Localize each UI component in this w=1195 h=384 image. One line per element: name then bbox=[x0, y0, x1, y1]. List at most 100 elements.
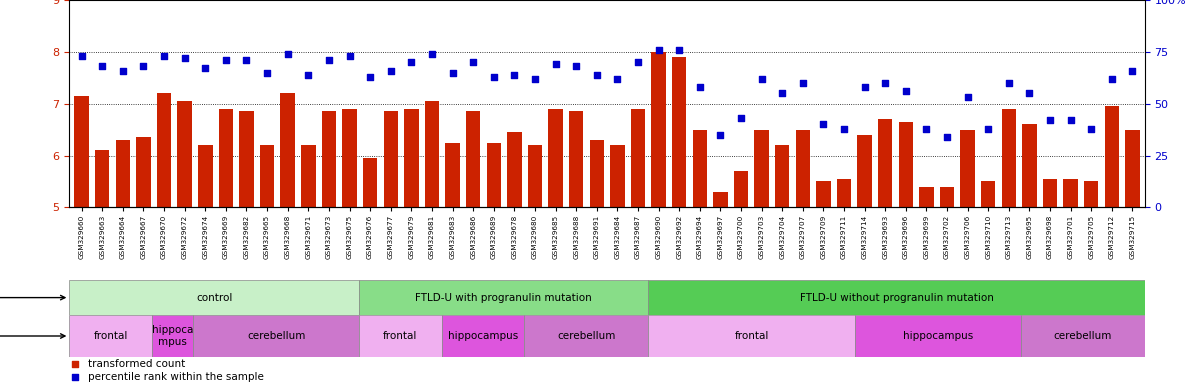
Bar bbox=[816, 182, 831, 207]
Text: transformed count: transformed count bbox=[88, 359, 185, 369]
Bar bbox=[152, 315, 194, 357]
Point bbox=[1019, 90, 1038, 96]
Bar bbox=[1021, 315, 1145, 357]
Bar bbox=[358, 315, 442, 357]
Bar bbox=[1043, 179, 1058, 207]
Point bbox=[339, 53, 358, 59]
Point bbox=[402, 59, 421, 65]
Bar bbox=[569, 111, 583, 207]
Bar bbox=[446, 142, 460, 207]
Bar bbox=[342, 109, 357, 207]
Bar bbox=[961, 130, 975, 207]
Text: tissue: tissue bbox=[0, 331, 65, 341]
Text: hippocampus: hippocampus bbox=[903, 331, 973, 341]
Point bbox=[917, 126, 936, 132]
Text: disease state: disease state bbox=[0, 293, 65, 303]
Point bbox=[216, 57, 235, 63]
Point bbox=[752, 76, 771, 82]
Bar bbox=[899, 122, 913, 207]
Point bbox=[546, 61, 565, 67]
Text: cerebellum: cerebellum bbox=[247, 331, 306, 341]
Point bbox=[711, 132, 730, 138]
Bar bbox=[734, 171, 748, 207]
Bar bbox=[466, 111, 480, 207]
Bar bbox=[525, 315, 649, 357]
Bar bbox=[1104, 106, 1119, 207]
Text: cerebellum: cerebellum bbox=[557, 331, 615, 341]
Point bbox=[176, 55, 195, 61]
Bar bbox=[672, 57, 686, 207]
Point bbox=[278, 51, 298, 57]
Bar bbox=[713, 192, 728, 207]
Bar bbox=[321, 111, 336, 207]
Bar bbox=[856, 315, 1021, 357]
Bar bbox=[281, 93, 295, 207]
Point bbox=[381, 68, 400, 74]
Point bbox=[731, 115, 750, 121]
Bar bbox=[649, 315, 856, 357]
Point bbox=[484, 74, 503, 80]
Point bbox=[504, 71, 523, 78]
Point bbox=[464, 59, 483, 65]
Bar bbox=[259, 145, 275, 207]
Point bbox=[319, 57, 338, 63]
Point bbox=[422, 51, 441, 57]
Bar bbox=[1001, 109, 1016, 207]
Point bbox=[876, 80, 895, 86]
Bar bbox=[939, 187, 955, 207]
Point bbox=[114, 68, 133, 74]
Bar bbox=[528, 145, 543, 207]
Point bbox=[793, 80, 813, 86]
Bar bbox=[1022, 124, 1036, 207]
Text: control: control bbox=[196, 293, 232, 303]
Bar bbox=[194, 315, 358, 357]
Bar bbox=[507, 132, 521, 207]
Point bbox=[587, 71, 606, 78]
Point bbox=[443, 70, 462, 76]
Bar bbox=[631, 109, 645, 207]
Point bbox=[196, 65, 215, 71]
Point bbox=[649, 47, 668, 53]
Bar bbox=[1084, 182, 1098, 207]
Bar bbox=[486, 142, 501, 207]
Bar bbox=[74, 96, 88, 207]
Bar bbox=[384, 111, 398, 207]
Bar bbox=[358, 280, 649, 315]
Bar bbox=[649, 280, 1145, 315]
Bar bbox=[981, 182, 995, 207]
Bar bbox=[239, 111, 253, 207]
Point bbox=[361, 74, 380, 80]
Bar bbox=[69, 280, 358, 315]
Point bbox=[608, 76, 627, 82]
Text: frontal: frontal bbox=[93, 331, 128, 341]
Point bbox=[65, 361, 84, 367]
Bar bbox=[549, 109, 563, 207]
Point bbox=[1123, 68, 1142, 74]
Bar bbox=[301, 145, 315, 207]
Point bbox=[958, 94, 978, 101]
Point bbox=[72, 53, 91, 59]
Point bbox=[669, 47, 688, 53]
Text: FTLD-U with progranulin mutation: FTLD-U with progranulin mutation bbox=[416, 293, 592, 303]
Bar bbox=[651, 52, 666, 207]
Bar bbox=[1126, 130, 1140, 207]
Bar bbox=[116, 140, 130, 207]
Bar bbox=[919, 187, 933, 207]
Point bbox=[1041, 117, 1060, 123]
Bar bbox=[1064, 179, 1078, 207]
Bar bbox=[754, 130, 768, 207]
Bar bbox=[404, 109, 418, 207]
Bar bbox=[178, 101, 192, 207]
Bar bbox=[589, 140, 603, 207]
Text: frontal: frontal bbox=[735, 331, 770, 341]
Point bbox=[814, 121, 833, 127]
Text: frontal: frontal bbox=[384, 331, 417, 341]
Point bbox=[1081, 126, 1101, 132]
Bar bbox=[69, 315, 152, 357]
Text: hippocampus: hippocampus bbox=[448, 331, 519, 341]
Point bbox=[154, 53, 173, 59]
Point bbox=[856, 84, 875, 90]
Text: percentile rank within the sample: percentile rank within the sample bbox=[88, 372, 264, 382]
Point bbox=[999, 80, 1018, 86]
Point bbox=[691, 84, 710, 90]
